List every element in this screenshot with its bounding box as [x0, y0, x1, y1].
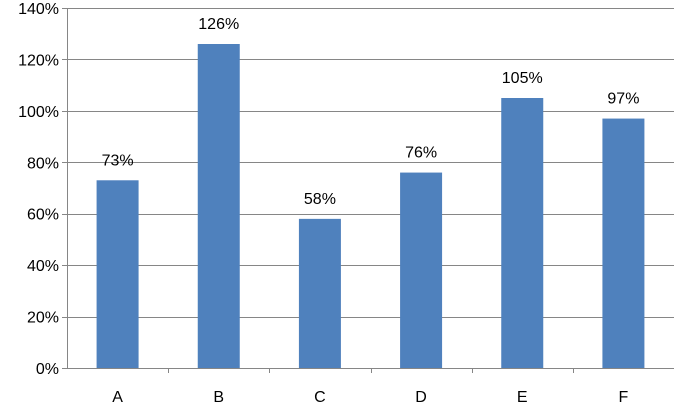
axes [62, 8, 674, 373]
bar-a [96, 180, 139, 368]
gridlines [67, 8, 674, 318]
x-tick-label: F [619, 389, 629, 406]
y-tick-label: 140% [18, 1, 59, 18]
y-tick-label: 80% [27, 155, 59, 172]
data-label: 58% [304, 191, 336, 208]
y-tick-label: 40% [27, 258, 59, 275]
bar-b [197, 44, 240, 368]
y-tick-label: 60% [27, 207, 59, 224]
bars [96, 44, 645, 368]
y-tick-label: 20% [27, 310, 59, 327]
bar-d [400, 172, 443, 368]
x-tick-label: A [112, 389, 123, 406]
data-label: 126% [198, 16, 239, 33]
labels: 0% 20% 40% 60% 80% 100% 120% 140% A 73% B 126% C 58% D… [18, 1, 639, 406]
y-tick-label: 0% [36, 361, 59, 378]
bar-f [602, 118, 645, 368]
y-tick-label: 100% [18, 104, 59, 121]
x-tick-label: E [517, 389, 528, 406]
data-label: 73% [102, 152, 134, 169]
data-label: 97% [607, 91, 639, 108]
x-tick-label: C [314, 389, 326, 406]
x-tick-label: B [213, 389, 224, 406]
bar-e [501, 98, 544, 368]
data-label: 76% [405, 145, 437, 162]
x-tick-label: D [415, 389, 427, 406]
y-tick-label: 120% [18, 52, 59, 69]
data-label: 105% [502, 70, 543, 87]
bar-c [298, 218, 341, 368]
